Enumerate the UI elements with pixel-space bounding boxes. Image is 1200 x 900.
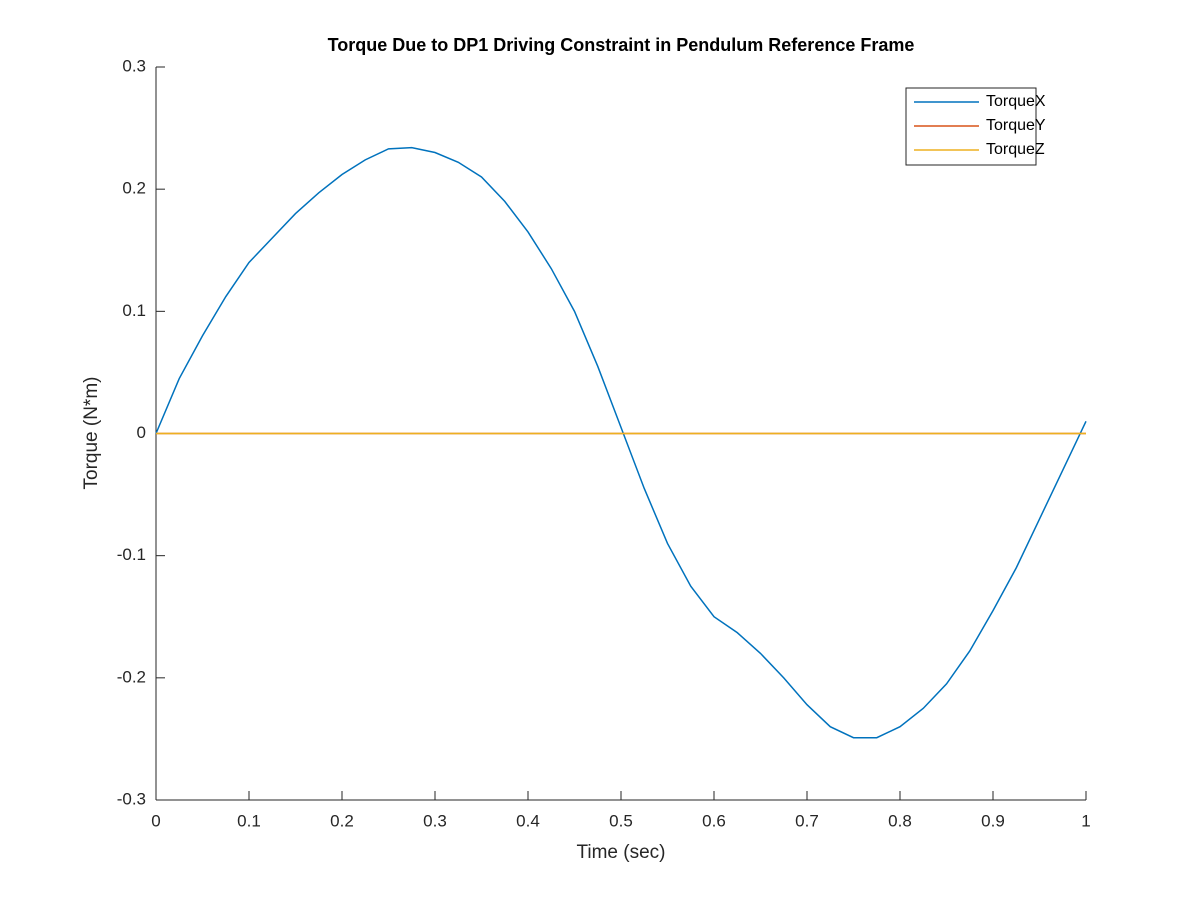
- x-tick-label: 1: [1081, 811, 1090, 830]
- x-axis-label: Time (sec): [576, 842, 665, 863]
- y-axis-label: Torque (N*m): [81, 377, 102, 490]
- y-tick-label: 0.2: [122, 179, 146, 198]
- x-tick-label: 0.6: [702, 811, 726, 830]
- y-tick-label: -0.3: [117, 789, 146, 808]
- y-tick-label: 0.3: [122, 56, 146, 75]
- x-tick-label: 0.8: [888, 811, 912, 830]
- legend-label: TorqueX: [986, 93, 1046, 110]
- y-tick-label: -0.1: [117, 545, 146, 564]
- legend-label: TorqueY: [986, 117, 1046, 134]
- x-tick-label: 0.3: [423, 811, 447, 830]
- chart-title: Torque Due to DP1 Driving Constraint in …: [328, 35, 915, 55]
- y-tick-label: -0.2: [117, 667, 146, 686]
- x-tick-label: 0.4: [516, 811, 540, 830]
- x-tick-label: 0.7: [795, 811, 819, 830]
- x-tick-label: 0.1: [237, 811, 261, 830]
- x-tick-label: 0: [151, 811, 160, 830]
- line-series: [155, 146, 1087, 739]
- x-tick-label: 0.9: [981, 811, 1005, 830]
- y-tick-label: 0: [137, 423, 146, 442]
- y-tick-label: 0.1: [122, 301, 146, 320]
- legend-label: TorqueZ: [986, 141, 1045, 158]
- x-tick-label: 0.5: [609, 811, 633, 830]
- x-tick-label: 0.2: [330, 811, 354, 830]
- legend: TorqueX TorqueY TorqueZ: [905, 87, 1046, 166]
